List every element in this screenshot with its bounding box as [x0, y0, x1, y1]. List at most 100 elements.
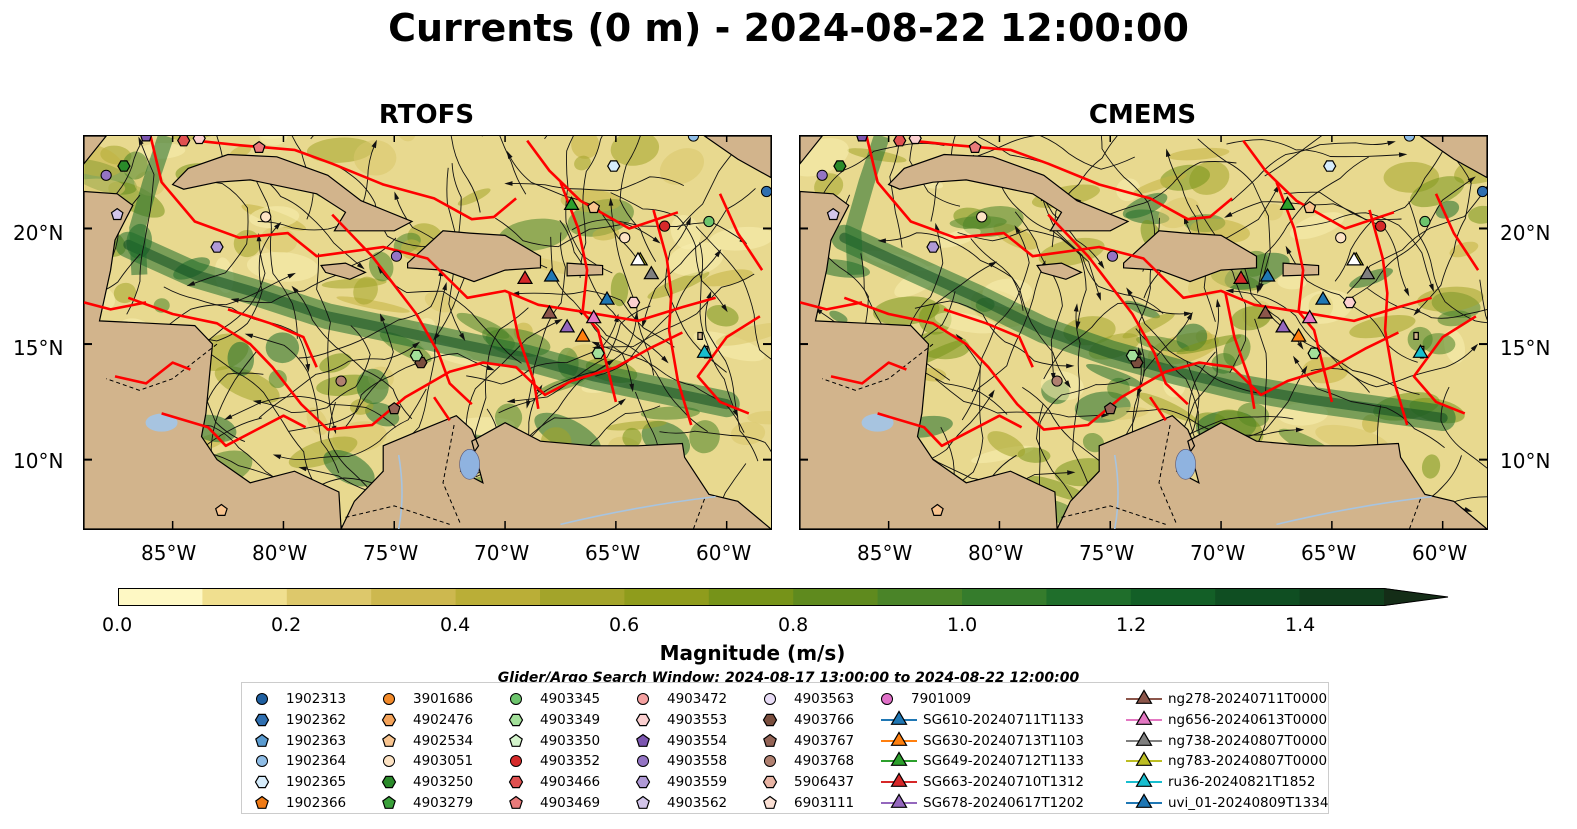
streamline-arrow [608, 197, 614, 206]
eez-boundary [526, 139, 679, 230]
colorbar-segment [962, 588, 1047, 606]
panel-title-rtofs: RTOFS [378, 100, 475, 130]
colorbar-tick: 0.2 [271, 614, 302, 636]
legend-label: 4903562 [667, 795, 728, 811]
streamline [395, 286, 446, 455]
legend-marker [1135, 730, 1153, 746]
legend-marker [1135, 793, 1153, 808]
streamline-arrow [138, 136, 144, 146]
map-panel-rtofs[interactable] [83, 135, 772, 530]
colorbar-tick: 0.8 [778, 614, 809, 636]
current-speed-patch [268, 369, 287, 389]
streamline [251, 170, 298, 339]
colorbar-segment [286, 588, 372, 606]
streamline [935, 378, 1105, 418]
argo-float-marker [1335, 232, 1347, 244]
glider-marker [1259, 267, 1276, 282]
argo-float-marker [908, 136, 922, 145]
streamline-arrow [1126, 287, 1133, 296]
legend-label: 1902363 [286, 732, 347, 749]
argo-float-marker [687, 136, 700, 142]
glider-marker [630, 251, 647, 266]
argo-float-marker [140, 136, 152, 142]
streamline [187, 174, 249, 285]
streamline-arrow [877, 238, 886, 244]
streamline [316, 253, 336, 430]
argo-float-marker [1106, 250, 1119, 262]
panel-title-cmems: CMEMS [1088, 100, 1197, 130]
lat-label-20n-left: 20°N [13, 221, 64, 245]
map-panel-cmems[interactable] [799, 135, 1488, 530]
current-speed-patch [259, 136, 288, 146]
argo-float-marker [1342, 296, 1357, 309]
glider-marker [574, 327, 591, 342]
streamline [515, 290, 675, 348]
streamline-arrow [1183, 311, 1193, 317]
streamline-arrow [298, 466, 307, 472]
streamline [1014, 211, 1063, 377]
streamline-arrow [186, 281, 196, 287]
lat-label-10n-right: 10°N [1500, 449, 1551, 473]
streamline [1231, 142, 1391, 202]
streamline-arrow [394, 191, 400, 200]
argo-float-marker [1323, 160, 1337, 172]
streamline-arrow [721, 304, 728, 313]
legend-label: 6903111 [794, 795, 855, 811]
current-speed-patch [1468, 205, 1487, 224]
yucatan-current [129, 136, 174, 276]
argo-float-marker [1419, 215, 1431, 228]
colorbar-tick: 0.0 [102, 614, 133, 636]
glider-marker [1257, 304, 1274, 319]
streamline [595, 252, 719, 377]
current-speed-patch [261, 136, 294, 139]
lake-nicaragua [145, 413, 178, 432]
eez-boundary [1412, 315, 1477, 415]
streamline [970, 238, 1069, 385]
lon-label-65w-cmems: 65°W [1301, 541, 1357, 565]
eez-boundary [1242, 139, 1395, 230]
legend-label: 4903469 [540, 795, 601, 811]
glider-marker [543, 267, 560, 282]
streamline-arrow [1075, 321, 1081, 330]
colorbar-tick: 0.6 [609, 614, 640, 636]
legend-marker [636, 795, 650, 809]
colorbar-tick: 1.4 [1285, 614, 1316, 636]
figure-title: Currents (0 m) - 2024-08-22 12:00:00 [388, 6, 1189, 50]
legend-label: SG678-20240617T1202 [923, 795, 1084, 811]
legend-marker [509, 795, 523, 809]
current-speed-patch [353, 276, 378, 305]
argo-float-marker [659, 220, 671, 232]
streamline-arrow [1295, 427, 1305, 433]
current-speed-patch [214, 366, 280, 403]
current-speed-patch [659, 148, 705, 185]
streamline [1128, 291, 1265, 395]
legend-label: ng656-20240613T0000 [1168, 711, 1328, 728]
legend-label: 1902362 [286, 711, 347, 728]
streamline [249, 334, 340, 473]
streamline [977, 136, 1046, 164]
current-speed-patch [356, 368, 389, 405]
lat-label-10n-left: 10°N [13, 449, 64, 473]
eez-boundary [508, 292, 540, 410]
streamline-arrow [1403, 288, 1410, 297]
argo-float-marker [192, 136, 206, 145]
argo-float-marker [390, 250, 403, 262]
lon-label-70w-cmems: 70°W [1190, 541, 1246, 565]
glider-marker [516, 270, 534, 284]
streamline-arrow [1097, 260, 1105, 269]
streamline-arrow [1014, 225, 1021, 234]
streamline-arrow [642, 319, 647, 328]
argo-float-marker [976, 211, 988, 223]
lake-nicaragua [861, 413, 894, 432]
streamline-arrow [1067, 470, 1076, 476]
eez-boundary [84, 301, 147, 311]
argo-float-marker [117, 160, 131, 172]
legend-marker [763, 755, 777, 768]
land-mass [1036, 262, 1083, 280]
streamline-arrow [618, 398, 626, 406]
streamline [298, 272, 442, 359]
streamline-arrow [356, 262, 365, 270]
streamline [257, 325, 371, 414]
lake-maracaibo [1175, 448, 1196, 480]
eez-boundary [161, 412, 307, 448]
